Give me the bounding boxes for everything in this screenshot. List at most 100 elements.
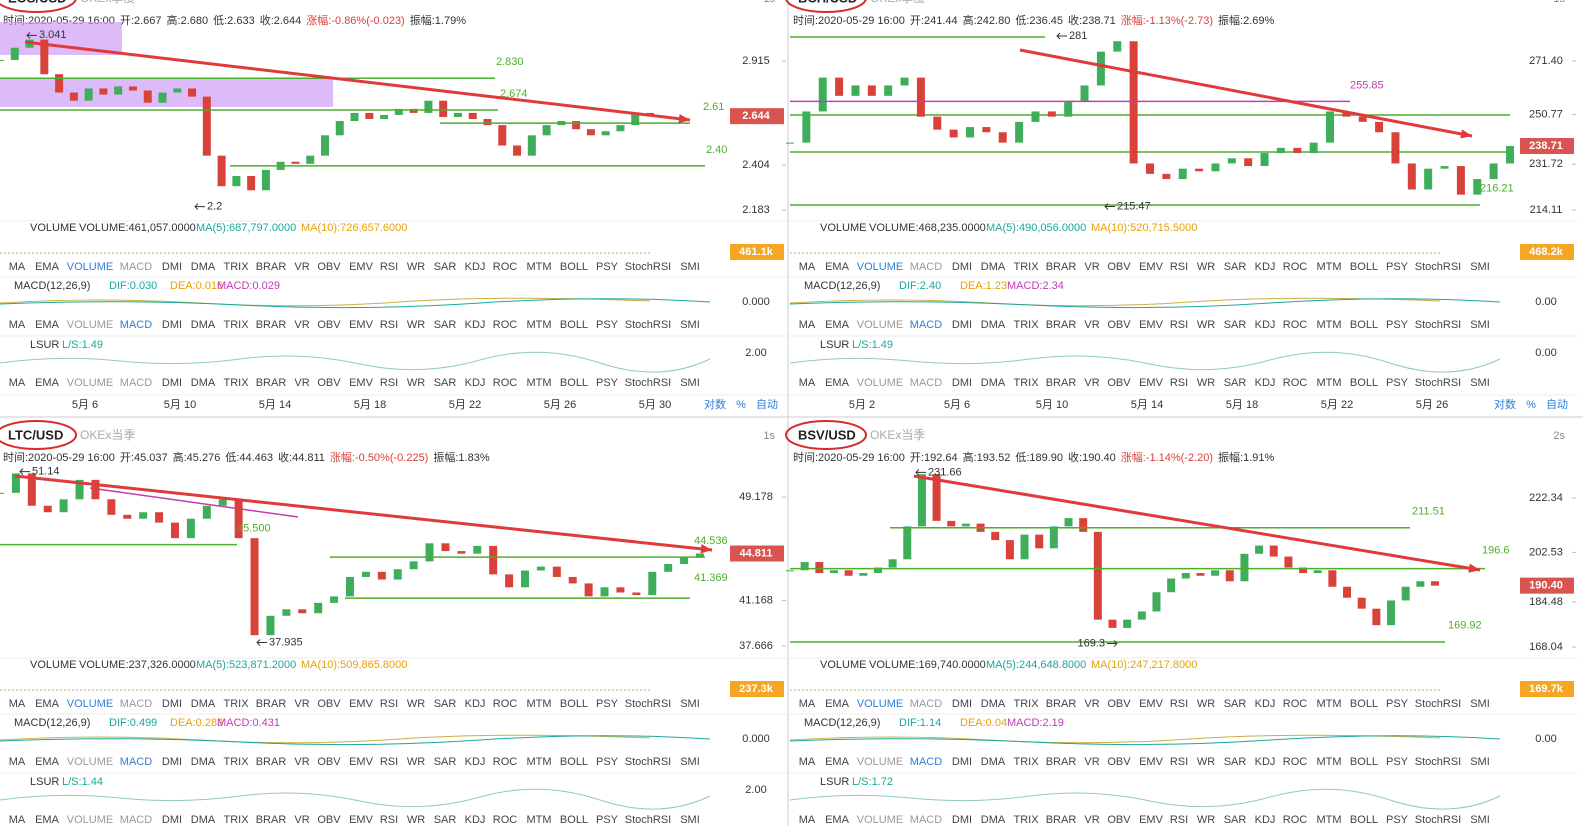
indicator-tab[interactable]: MTM: [1316, 261, 1341, 273]
indicator-tab[interactable]: EMA: [35, 814, 60, 826]
indicator-tab[interactable]: DMI: [952, 756, 972, 768]
indicator-tab[interactable]: EMA: [35, 756, 60, 768]
indicator-tab[interactable]: BOLL: [560, 698, 588, 710]
indicator-tab[interactable]: OBV: [317, 377, 341, 389]
indicator-tab[interactable]: WR: [407, 261, 425, 273]
indicator-tab[interactable]: EMA: [35, 698, 60, 710]
indicator-tab[interactable]: StochRSI: [1415, 261, 1461, 273]
indicator-tab[interactable]: DMI: [952, 319, 972, 331]
indicator-tab[interactable]: VOLUME: [857, 319, 903, 331]
indicator-tab[interactable]: VOLUME: [67, 814, 113, 826]
indicator-tab[interactable]: VOLUME: [857, 814, 903, 826]
indicator-tab[interactable]: TRIX: [1013, 261, 1039, 273]
indicator-tab[interactable]: OBV: [1107, 698, 1131, 710]
indicator-tab[interactable]: OBV: [1107, 756, 1131, 768]
indicator-tab[interactable]: DMA: [981, 377, 1006, 389]
indicator-tab[interactable]: MA: [9, 261, 26, 273]
indicator-tab[interactable]: BRAR: [256, 261, 287, 273]
indicator-tab[interactable]: KDJ: [465, 377, 486, 389]
indicator-tab[interactable]: SAR: [434, 814, 457, 826]
indicator-tab[interactable]: SMI: [1470, 261, 1490, 273]
indicator-tab[interactable]: MTM: [526, 319, 551, 331]
indicator-tab[interactable]: KDJ: [465, 698, 486, 710]
indicator-tab[interactable]: ROC: [493, 814, 518, 826]
indicator-tab[interactable]: VR: [1084, 261, 1099, 273]
indicator-tab[interactable]: KDJ: [465, 756, 486, 768]
indicator-tab[interactable]: MTM: [1316, 319, 1341, 331]
indicator-tab[interactable]: KDJ: [1255, 698, 1276, 710]
indicator-tab[interactable]: WR: [407, 377, 425, 389]
indicator-tab[interactable]: EMV: [1139, 756, 1164, 768]
indicator-tab[interactable]: EMA: [825, 756, 850, 768]
indicator-tab[interactable]: WR: [407, 319, 425, 331]
indicator-tab[interactable]: OBV: [1107, 814, 1131, 826]
indicator-tab[interactable]: DMA: [981, 756, 1006, 768]
indicator-tab[interactable]: TRIX: [223, 814, 249, 826]
indicator-tab[interactable]: BRAR: [1046, 756, 1077, 768]
indicator-tab[interactable]: MA: [799, 377, 816, 389]
indicator-tab[interactable]: TRIX: [1013, 756, 1039, 768]
indicator-tab[interactable]: DMI: [952, 261, 972, 273]
indicator-tab[interactable]: StochRSI: [625, 756, 671, 768]
indicator-tab[interactable]: MACD: [910, 319, 942, 331]
indicator-tab[interactable]: SMI: [1470, 698, 1490, 710]
indicator-tab[interactable]: PSY: [1386, 261, 1409, 273]
indicator-tab[interactable]: SMI: [1470, 756, 1490, 768]
indicator-tab[interactable]: MTM: [1316, 698, 1341, 710]
indicator-tab[interactable]: MTM: [1316, 377, 1341, 389]
indicator-tab[interactable]: StochRSI: [1415, 756, 1461, 768]
indicator-tab[interactable]: MA: [799, 261, 816, 273]
indicator-tab[interactable]: BRAR: [1046, 814, 1077, 826]
indicator-tab[interactable]: DMA: [191, 814, 216, 826]
indicator-tab[interactable]: SMI: [1470, 814, 1490, 826]
indicator-tab[interactable]: EMA: [825, 261, 850, 273]
indicator-tab[interactable]: TRIX: [223, 261, 249, 273]
indicator-tab[interactable]: PSY: [596, 814, 619, 826]
indicator-tab[interactable]: PSY: [1386, 319, 1409, 331]
indicator-tab[interactable]: EMV: [349, 319, 374, 331]
indicator-tab[interactable]: VOLUME: [67, 319, 113, 331]
indicator-tab[interactable]: RSI: [380, 814, 398, 826]
indicator-tab[interactable]: WR: [1197, 261, 1215, 273]
indicator-tab[interactable]: DMI: [952, 377, 972, 389]
indicator-tab[interactable]: EMV: [1139, 377, 1164, 389]
indicator-tab[interactable]: TRIX: [223, 698, 249, 710]
indicator-tab[interactable]: VOLUME: [67, 756, 113, 768]
indicator-tab[interactable]: MACD: [120, 377, 152, 389]
indicator-tab[interactable]: EMV: [349, 814, 374, 826]
indicator-tab[interactable]: VOLUME: [857, 377, 903, 389]
indicator-tab[interactable]: VOLUME: [67, 698, 113, 710]
indicator-tab[interactable]: OBV: [317, 756, 341, 768]
indicator-tab[interactable]: SAR: [1224, 319, 1247, 331]
indicator-tab[interactable]: StochRSI: [625, 261, 671, 273]
indicator-tab[interactable]: MA: [799, 698, 816, 710]
indicator-tab[interactable]: BRAR: [256, 698, 287, 710]
indicator-tab[interactable]: ROC: [1283, 814, 1308, 826]
indicator-tab[interactable]: PSY: [1386, 814, 1409, 826]
indicator-tab[interactable]: BRAR: [256, 377, 287, 389]
indicator-tab[interactable]: ROC: [493, 756, 518, 768]
indicator-tab[interactable]: RSI: [380, 756, 398, 768]
indicator-tab[interactable]: DMI: [162, 319, 182, 331]
indicator-tab[interactable]: BRAR: [256, 814, 287, 826]
indicator-tab[interactable]: RSI: [1170, 261, 1188, 273]
indicator-tab[interactable]: VR: [294, 756, 309, 768]
indicator-tab[interactable]: MACD: [120, 814, 152, 826]
indicator-tab[interactable]: ROC: [493, 698, 518, 710]
indicator-tab[interactable]: EMV: [1139, 698, 1164, 710]
indicator-tab[interactable]: MACD: [120, 319, 152, 331]
indicator-tab[interactable]: OBV: [1107, 261, 1131, 273]
indicator-tab[interactable]: ROC: [493, 261, 518, 273]
indicator-tab[interactable]: OBV: [317, 698, 341, 710]
indicator-tab[interactable]: MA: [9, 319, 26, 331]
indicator-tab[interactable]: MTM: [526, 698, 551, 710]
indicator-tab[interactable]: OBV: [1107, 319, 1131, 331]
axis-control[interactable]: 对数: [704, 397, 726, 411]
indicator-tab[interactable]: EMV: [1139, 814, 1164, 826]
indicator-tab[interactable]: VOLUME: [857, 756, 903, 768]
indicator-tab[interactable]: BRAR: [1046, 698, 1077, 710]
axis-control[interactable]: 自动: [756, 398, 778, 411]
indicator-tab[interactable]: DMA: [981, 319, 1006, 331]
indicator-tab[interactable]: ROC: [1283, 377, 1308, 389]
axis-control[interactable]: %: [1526, 399, 1536, 411]
